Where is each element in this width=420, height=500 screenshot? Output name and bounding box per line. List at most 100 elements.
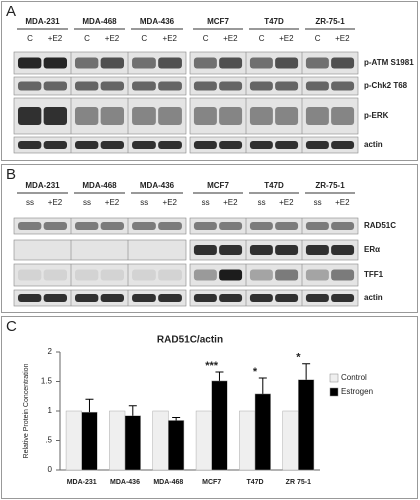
band [249,57,273,69]
condition-label: +E2 [48,198,63,207]
bar [152,410,169,471]
bar [109,410,126,471]
condition-label: C [259,34,265,43]
condition-label: ss [140,198,148,207]
bar [81,411,98,471]
band [305,57,329,69]
error-bar [128,405,137,416]
band [132,294,156,302]
band [158,81,182,91]
condition-label: C [27,34,33,43]
band [74,222,99,230]
band [100,222,125,230]
band [249,141,273,149]
y-tick-label: 1 [48,406,53,415]
band [219,81,243,91]
y-tick-label: 0 [48,465,53,474]
cell-line-label: MCF7 [207,17,229,26]
band [219,57,243,69]
band [74,57,99,69]
band [158,141,182,149]
error-bar [302,363,311,380]
y-axis-label: Relative Protein Concentration [23,363,30,458]
condition-label: +E2 [105,198,120,207]
band [275,269,299,281]
band [331,141,355,149]
band [275,81,299,91]
band [43,222,68,230]
legend-swatch [329,387,339,397]
band [193,107,217,125]
band [331,245,355,255]
band [132,107,156,125]
panel-label: C [6,318,17,335]
band [305,107,329,125]
cell-line-label: MDA-468 [82,181,117,190]
x-tick-label: MDA-468 [153,479,183,486]
band [249,222,273,230]
condition-label: +E2 [335,198,350,207]
condition-label: C [84,34,90,43]
condition-label: C [141,34,147,43]
condition-label: +E2 [279,34,294,43]
condition-label: C [203,34,209,43]
band [219,107,243,125]
band [43,57,68,69]
condition-label: ss [26,198,34,207]
condition-label: +E2 [105,34,120,43]
band [193,222,217,230]
y-tick-label: .5 [45,436,52,445]
condition-label: +E2 [163,198,178,207]
condition-label: ss [202,198,210,207]
band [193,245,217,255]
panel-c-frame [1,316,418,499]
band [158,222,182,230]
band [74,141,99,149]
band [193,57,217,69]
x-tick-label: T47D [246,479,263,486]
band [275,294,299,302]
band [100,81,125,91]
cell-line-label: MDA-436 [140,17,175,26]
band [331,107,355,125]
annotation: *** [205,360,219,372]
band [158,57,182,69]
condition-label: ss [314,198,322,207]
cell-line-label: ZR-75-1 [315,181,345,190]
panel-a-frame [1,1,418,161]
band [17,269,42,281]
band [305,245,329,255]
protein-label: RAD51C [364,221,396,230]
band [43,141,68,149]
annotation: * [253,366,258,378]
bar [254,393,271,471]
band [193,81,217,91]
bar [282,410,299,471]
band [219,294,243,302]
condition-label: +E2 [163,34,178,43]
bar [168,420,185,471]
protein-label: p-Chk2 T68 [364,81,408,90]
band [74,107,99,125]
band [100,57,125,69]
band [17,222,42,230]
bar [65,410,82,471]
band [249,294,273,302]
band [17,57,42,69]
band [158,269,182,281]
band [305,81,329,91]
band [275,107,299,125]
band [305,269,329,281]
band [74,269,99,281]
blot-strip [13,97,187,135]
band [158,294,182,302]
band [43,294,68,302]
band [100,294,125,302]
legend-label: Estrogen [341,387,373,396]
band [132,81,156,91]
bar [211,380,228,471]
band [132,269,156,281]
condition-label: +E2 [279,198,294,207]
band [331,222,355,230]
